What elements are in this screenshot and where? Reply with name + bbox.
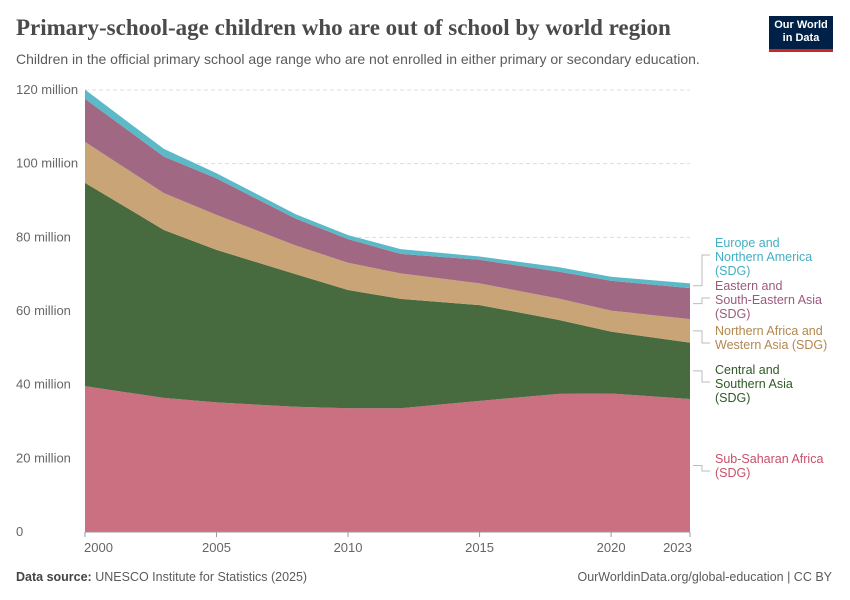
y-tick-label: 40 million [16,377,71,392]
series-label: Sub-Saharan Africa [715,452,823,466]
area-series-1[interactable] [85,182,690,409]
x-tick-label: 2005 [202,540,231,555]
y-tick-label: 60 million [16,303,71,318]
area-series-2[interactable] [85,141,690,343]
label-connector [693,254,710,287]
series-label: (SDG) [715,391,750,405]
label-connector [693,465,710,472]
series-label: Western Asia (SDG) [715,338,827,352]
area-series-4[interactable] [85,89,690,289]
area-series-0[interactable] [85,386,690,532]
y-tick-label: 20 million [16,450,71,465]
series-label: South-Eastern Asia [715,293,822,307]
series-label: Eastern and [715,279,782,293]
series-label: Southern Asia [715,377,793,391]
y-tick-label: 120 million [16,82,78,97]
label-connector [693,330,710,344]
owid-logo[interactable]: Our World in Data [769,16,833,52]
series-label: (SDG) [715,466,750,480]
chart-subtitle: Children in the official primary school … [16,51,700,67]
series-label: (SDG) [715,264,750,278]
chart-title: Primary-school-age children who are out … [16,15,671,40]
series-label: Central and [715,363,780,377]
y-tick-label: 80 million [16,229,71,244]
label-connector [693,370,710,383]
x-tick-label: 2000 [84,540,113,555]
label-connector [693,297,710,305]
source-text[interactable]: UNESCO Institute for Statistics (2025) [95,570,308,584]
series-label: Northern Africa and [715,324,823,338]
series-label: Europe and [715,236,780,250]
series-label: (SDG) [715,307,750,321]
y-tick-label: 100 million [16,156,78,171]
series-label: Northern America [715,250,812,264]
x-tick-label: 2010 [334,540,363,555]
y-tick-label: 0 [16,524,23,539]
x-tick-label: 2020 [597,540,626,555]
area-series-3[interactable] [85,98,690,320]
data-source: Data source: UNESCO Institute for Statis… [16,570,308,584]
x-tick-label: 2023 [663,540,692,555]
footer-link[interactable]: OurWorldinData.org/global-education | CC… [577,570,832,584]
x-tick-label: 2015 [465,540,494,555]
